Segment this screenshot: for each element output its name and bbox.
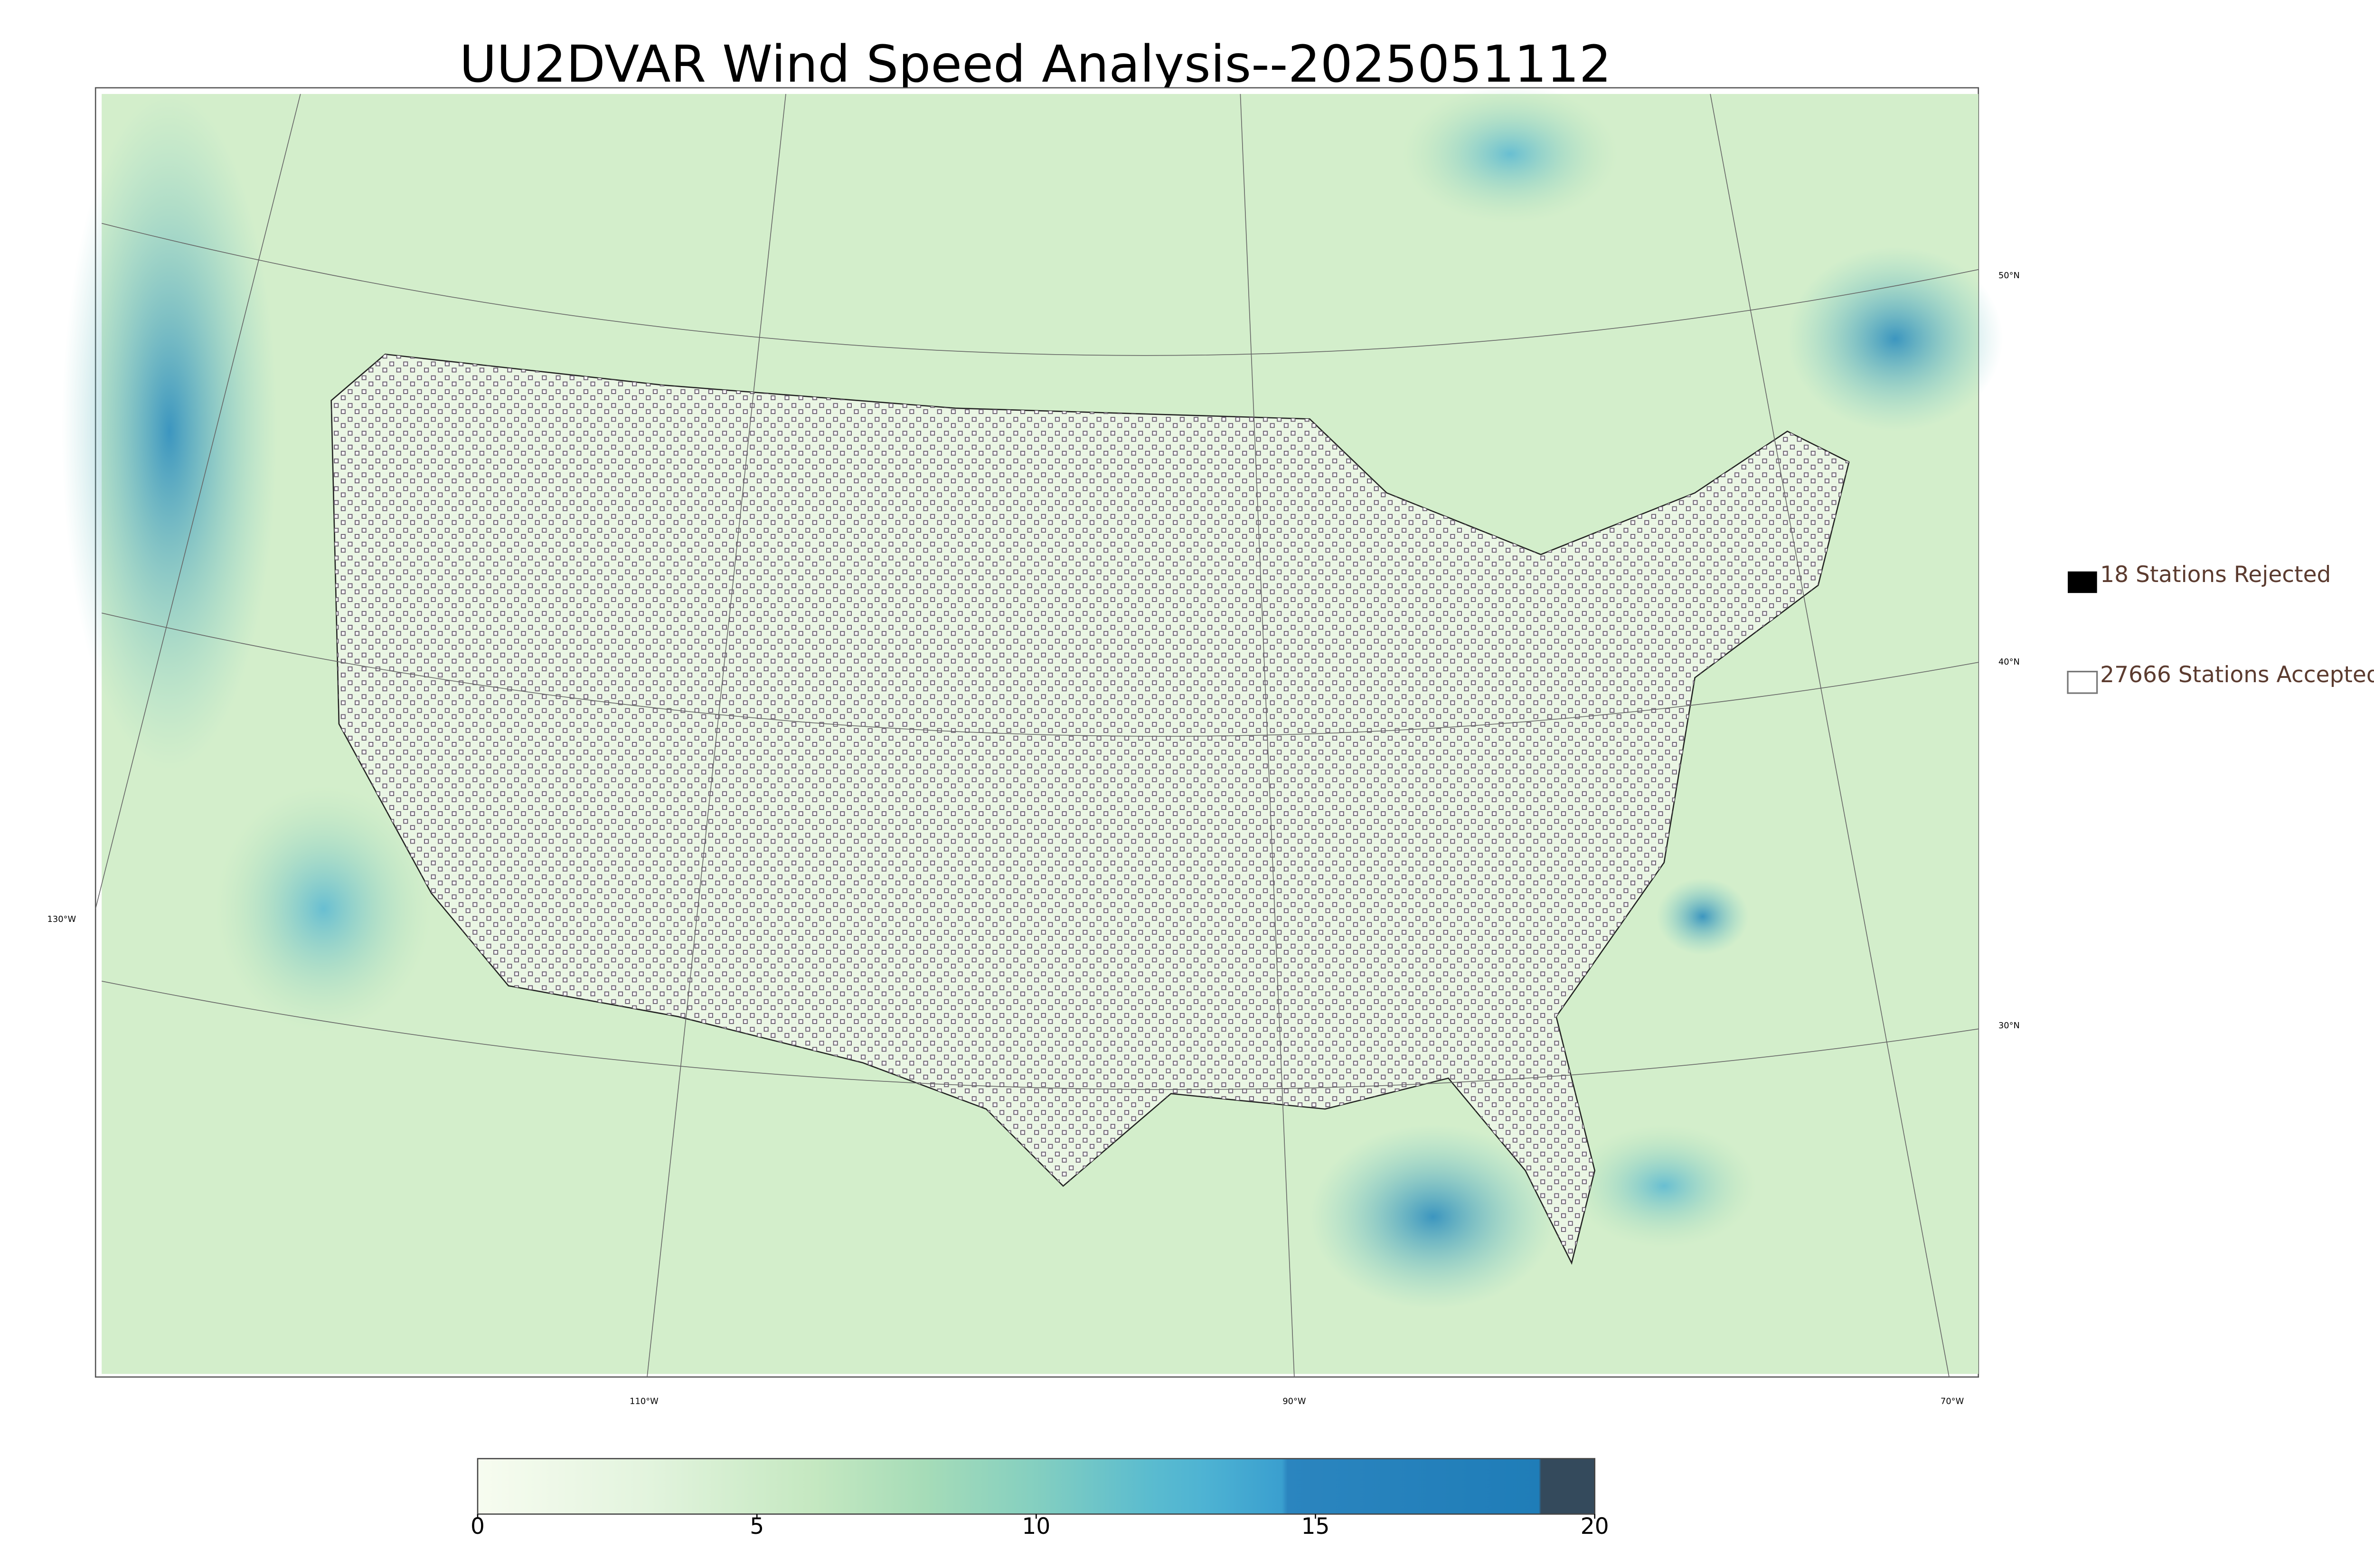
colorbar-tick-label: 15	[1301, 1513, 1330, 1540]
latitude-label: 40°N	[1998, 657, 2020, 667]
legend-label: 18 Stations Rejected	[2100, 562, 2331, 588]
colorbar-tick-label: 0	[471, 1513, 485, 1540]
latitude-label: 30°N	[1998, 1021, 2020, 1031]
longitude-label: 130°W	[47, 914, 76, 924]
longitude-label: 110°W	[630, 1397, 659, 1407]
colorbar	[477, 1458, 1596, 1515]
map-title: UU2DVAR Wind Speed Analysis--2025051112	[460, 35, 1611, 94]
colorbar-tick-label: 20	[1581, 1513, 1609, 1540]
colorbar-ticks: 0 5 10 15 20	[471, 1513, 1609, 1540]
legend-label: 27666 Stations Accepted	[2100, 662, 2374, 688]
map-frame	[61, 85, 2003, 1378]
legend-swatch	[2067, 671, 2098, 694]
longitude-label: 90°W	[1282, 1397, 1306, 1407]
colorbar-tick-label: 10	[1022, 1513, 1050, 1540]
longitude-label: 70°W	[1941, 1397, 1964, 1407]
legend-swatch	[2068, 571, 2097, 593]
latitude-label: 50°N	[1998, 271, 2020, 281]
colorbar-tick-label: 5	[750, 1513, 764, 1540]
